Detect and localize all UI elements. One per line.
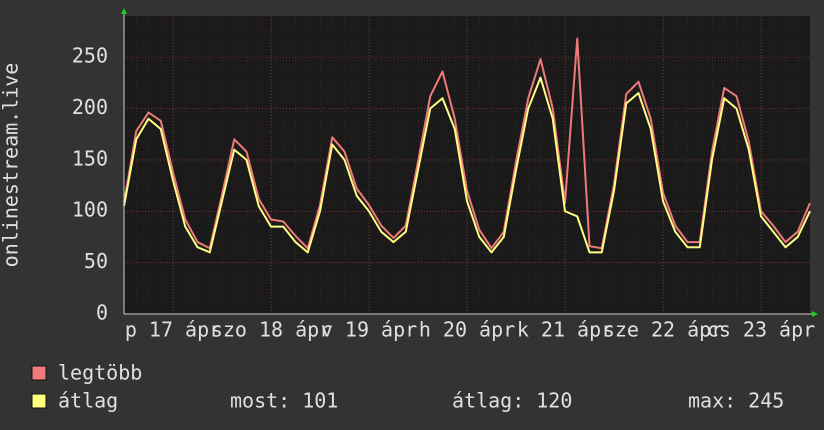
x-tick-label: szo 18 ápr (211, 318, 331, 342)
y-tick-label: 250 (72, 44, 108, 68)
x-tick-label: sze 22 ápr (603, 318, 723, 342)
minor-grid (124, 16, 810, 314)
y-tick-label: 150 (72, 146, 108, 170)
stat-value: 101 (302, 389, 338, 413)
x-tick-label: p 17 ápr (125, 318, 221, 342)
stat-label: most: (230, 389, 290, 413)
y-arrow (121, 8, 127, 14)
legend: legtöbb átlag most: 101 átlag: 120 max: 245 (31, 361, 784, 413)
x-tick-label: cs 23 ápr (707, 318, 815, 342)
x-tick-label: k 21 ápr (517, 318, 613, 342)
series-line (123, 76, 811, 254)
y-axis-title: onlinestream.live (0, 63, 23, 268)
stat-label: max: (688, 389, 736, 413)
x-arrow (812, 311, 818, 317)
legend-label: legtöbb (58, 361, 142, 385)
y-tick-label: 100 (72, 198, 108, 222)
x-tick-label: v 19 ápr (321, 318, 417, 342)
legend-swatch (31, 365, 47, 381)
stat-label: átlag: (452, 389, 524, 413)
legend-swatch (31, 393, 47, 409)
y-tick-label: 200 (72, 95, 108, 119)
y-tick-label: 0 (96, 301, 108, 325)
series-line (123, 37, 811, 250)
lines (123, 37, 811, 254)
legend-label: átlag (58, 389, 118, 413)
stat-value: 245 (748, 389, 784, 413)
stat-value: 120 (536, 389, 572, 413)
x-tick-label: h 20 ápr (419, 318, 515, 342)
y-tick-label: 50 (84, 249, 108, 273)
